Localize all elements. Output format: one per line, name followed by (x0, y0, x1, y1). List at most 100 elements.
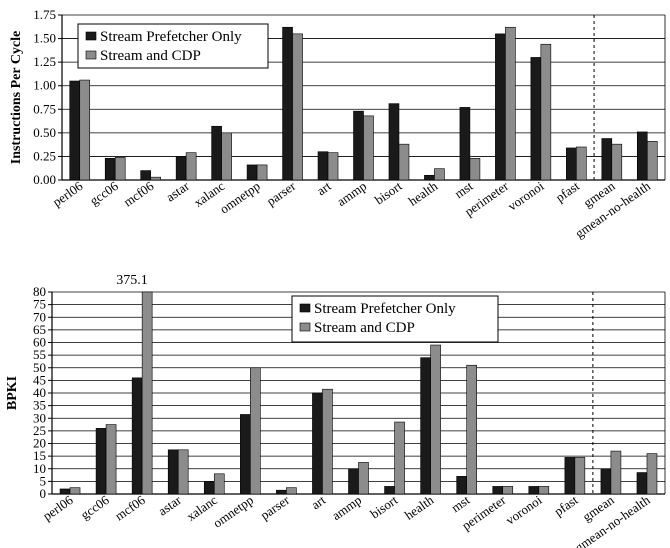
bar-stream-only (601, 138, 613, 181)
y-tick-label: 40 (33, 385, 46, 400)
y-tick-label: 15 (33, 448, 46, 463)
x-tick-label: omnetpp (210, 492, 256, 530)
x-tick-label: health (406, 178, 441, 209)
x-tick-label: ammp (329, 492, 364, 523)
x-tick-label: voronoi (503, 492, 545, 528)
legend-label: Stream and CDP (100, 48, 201, 64)
x-tick-label: parser (257, 492, 292, 523)
bar-stream-cdp (322, 388, 333, 495)
y-tick-label: 30 (33, 410, 46, 425)
x-tick-label: art (314, 178, 334, 198)
y-tick-label: 0.25 (33, 148, 56, 163)
bar-stream-cdp (469, 158, 481, 181)
y-tick-label: 0 (40, 486, 47, 501)
y-tick-label: 45 (33, 372, 46, 387)
bar-stream-cdp (177, 449, 189, 495)
y-tick-label: 0.75 (33, 101, 56, 116)
bar-stream-only (530, 57, 542, 181)
x-tick-label: bisort (367, 492, 400, 521)
y-tick-label: 5 (40, 473, 47, 488)
y-tick-label: 35 (33, 398, 46, 413)
legend-swatch (85, 31, 97, 41)
y-tick-label: 70 (33, 309, 46, 324)
bar-stream-only (459, 107, 471, 181)
bar-stream-cdp (502, 486, 514, 495)
bar-stream-cdp (430, 344, 441, 495)
bar-stream-cdp (434, 168, 445, 181)
x-tick-label: mcf06 (112, 492, 148, 524)
y-axis-label: BPKI (5, 376, 20, 410)
y-tick-label: 20 (33, 436, 46, 451)
bar-stream-cdp (646, 141, 658, 181)
legend-box (77, 23, 269, 69)
bar-stream-cdp (576, 146, 587, 181)
bar-stream-cdp (538, 486, 550, 495)
y-tick-label: 55 (33, 347, 46, 362)
bar-stream-only (348, 468, 359, 495)
bar-stream-cdp (250, 367, 261, 495)
bar-stream-cdp (185, 152, 197, 181)
bar-stream-cdp (114, 157, 126, 181)
bar-stream-cdp (327, 152, 339, 181)
bar-stream-only (600, 468, 612, 495)
y-tick-label: 50 (33, 360, 46, 375)
x-tick-label: mcf06 (121, 178, 157, 210)
bar-stream-only (246, 164, 258, 181)
legend-label: Stream Prefetcher Only (314, 301, 456, 317)
x-tick-label: mst (452, 178, 476, 201)
y-tick-label: 75 (33, 297, 46, 312)
bar-stream-cdp (646, 453, 658, 495)
bar-stream-cdp (611, 143, 623, 181)
clipped-value-annotation: 375.1 (116, 273, 148, 288)
bar-stream-cdp (574, 457, 586, 495)
legend-box (291, 295, 499, 343)
bar-stream-cdp (141, 291, 153, 495)
legend-swatch (299, 303, 311, 313)
bar-stream-only (282, 26, 293, 181)
bar-stream-cdp (358, 462, 369, 495)
y-tick-label: 0.00 (33, 172, 56, 187)
legend-label: Stream Prefetcher Only (100, 29, 242, 45)
bar-stream-only (564, 457, 576, 495)
bar-stream-only (167, 449, 179, 495)
bar-stream-cdp (286, 487, 297, 495)
bar-stream-only (566, 147, 577, 181)
x-tick-label: gcc06 (87, 178, 121, 208)
y-tick-label: 1.00 (33, 78, 56, 93)
y-tick-label: 1.25 (33, 54, 56, 69)
bar-stream-only (312, 392, 323, 495)
bar-stream-cdp (466, 364, 477, 495)
bar-stream-only (317, 151, 329, 181)
x-tick-label: ammp (334, 178, 369, 209)
bar-stream-cdp (398, 143, 410, 181)
x-tick-label: astar (163, 178, 192, 205)
bar-stream-cdp (540, 43, 552, 181)
bar-stream-only (636, 131, 648, 181)
bar-stream-only (388, 103, 400, 181)
y-tick-label: 10 (33, 461, 46, 476)
y-tick-label: 1.75 (33, 7, 56, 22)
legend-label: Stream and CDP (314, 320, 415, 336)
x-tick-label: pfast (551, 492, 581, 519)
bar-stream-only (140, 170, 151, 181)
y-tick-label: 25 (33, 423, 46, 438)
x-tick-label: gcc06 (78, 492, 112, 522)
bar-stream-cdp (292, 33, 303, 181)
y-tick-label: 80 (33, 284, 46, 299)
x-tick-label: bisort (372, 178, 405, 207)
bar-stream-only (69, 80, 81, 181)
legend-swatch (299, 322, 311, 332)
bar-stream-only (420, 357, 431, 495)
y-tick-label: 0.50 (33, 125, 56, 140)
bar-stream-cdp (213, 473, 225, 495)
y-tick-label: 65 (33, 322, 46, 337)
bar-stream-only (240, 414, 251, 495)
x-tick-label: pfast (553, 178, 583, 205)
bar-stream-only (131, 377, 143, 495)
bar-stream-only (211, 125, 222, 181)
y-tick-label: 1.50 (33, 31, 56, 46)
bar-stream-cdp (105, 424, 117, 495)
x-tick-label: art (308, 492, 328, 512)
bar-stream-only (495, 33, 506, 181)
